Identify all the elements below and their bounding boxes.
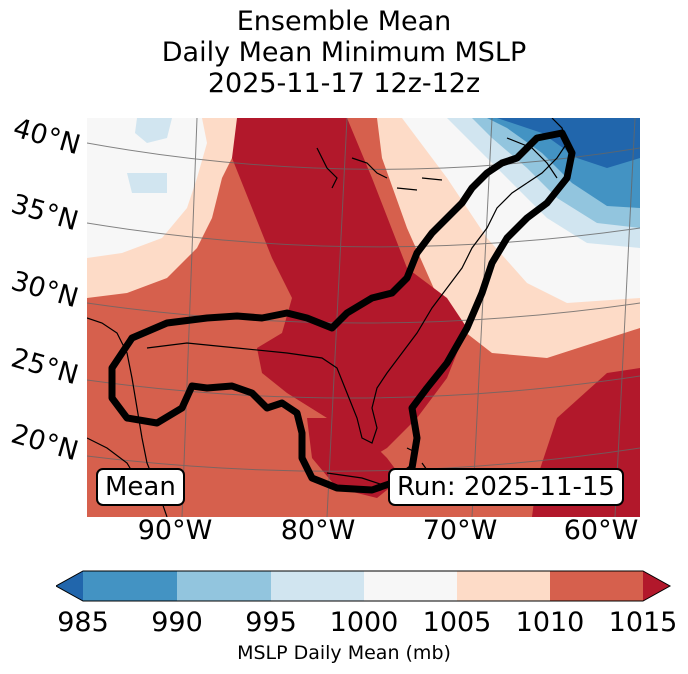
field-995-1000-west-2	[127, 173, 167, 193]
graticule	[87, 118, 640, 517]
colorbar-segment-995-1000	[271, 571, 364, 601]
field-1000-1005-north	[402, 118, 640, 303]
colorbar-tick-1010: 1010	[515, 607, 585, 638]
colorbar-segment-985-990	[83, 571, 177, 601]
colorbar-label: MSLP Daily Mean (mb)	[237, 642, 451, 664]
lon-label-80: 80°W	[280, 515, 356, 546]
lat-label-25: 25°N	[7, 342, 82, 392]
colorbar-tick-1005: 1005	[422, 607, 492, 638]
figure-title: Ensemble Mean Daily Mean Minimum MSLP 20…	[0, 6, 688, 99]
lat-line-30	[87, 302, 640, 324]
great-lakes	[316, 147, 443, 191]
coast-northeast	[526, 118, 568, 184]
lat-line-20	[87, 447, 640, 472]
title-line-3: 2025-11-17 12z-12z	[207, 68, 481, 99]
mean-label-box: Mean	[96, 468, 185, 506]
lat-label-35: 35°N	[7, 188, 82, 238]
title-line-2: Daily Mean Minimum MSLP	[161, 37, 527, 68]
lat-label-40: 40°N	[9, 112, 84, 162]
colorbar-tick-995: 995	[245, 607, 297, 638]
lon-label-70: 70°W	[422, 515, 498, 546]
colorbar-tick-1015: 1015	[608, 607, 678, 638]
colorbar-segment-1005-1010	[457, 571, 550, 601]
lon-label-60: 60°W	[563, 515, 639, 546]
colorbar-segment-1010-1015	[550, 571, 643, 601]
lat-line-35	[87, 222, 640, 248]
colorbar-tick-1000: 1000	[329, 607, 399, 638]
lat-line-40	[87, 142, 640, 170]
colorbar-outline	[56, 570, 672, 602]
colorbar-tick-985: 985	[57, 607, 109, 638]
lon-line-80	[326, 118, 348, 517]
map-panel: Mean Run: 2025-11-15	[87, 118, 640, 517]
lon-line-60	[614, 118, 636, 517]
colorbar-segment-990-995	[177, 571, 271, 601]
lat-label-20: 20°N	[7, 418, 82, 468]
field-995-1000-west	[135, 118, 172, 143]
lon-line-70	[471, 118, 493, 517]
colorbar	[56, 570, 672, 602]
colorbar-over-arrow	[643, 571, 670, 601]
mslp-contour-outline	[108, 129, 576, 494]
field-over-1015-center	[232, 118, 467, 463]
lat-label-30: 30°N	[7, 265, 82, 315]
lat-line-25	[87, 375, 640, 399]
lon-label-90: 90°W	[137, 515, 213, 546]
colorbar-under-arrow	[56, 571, 83, 601]
run-date-box: Run: 2025-11-15	[388, 468, 624, 506]
colorbar-tick-990: 990	[151, 607, 203, 638]
pressure-field-map	[87, 118, 640, 517]
coast-us-south	[146, 182, 528, 444]
title-line-1: Ensemble Mean	[236, 6, 452, 37]
colorbar-segment-1000-1005	[364, 571, 457, 601]
canada-coast	[506, 137, 558, 179]
